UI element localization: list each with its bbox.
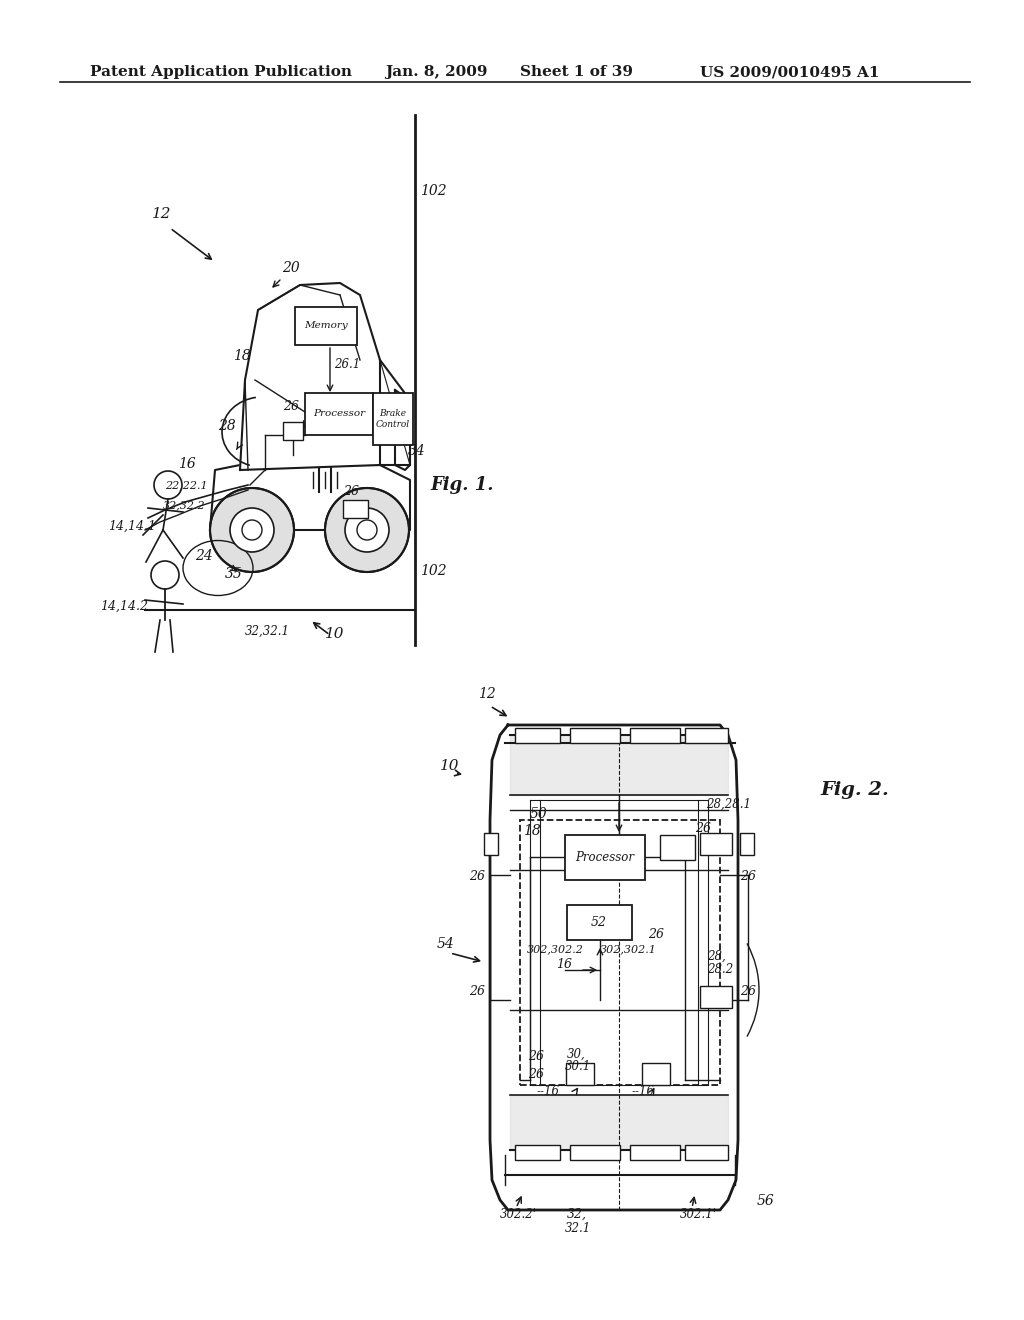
Text: 28,28.1: 28,28.1 — [706, 799, 751, 810]
Text: 18: 18 — [233, 348, 251, 363]
Text: 16: 16 — [178, 457, 196, 471]
Bar — [566, 1063, 594, 1085]
Polygon shape — [395, 389, 410, 470]
Text: 102: 102 — [420, 564, 446, 578]
Text: Fig. 1.: Fig. 1. — [430, 477, 494, 494]
Text: 50: 50 — [530, 807, 548, 821]
Text: 26: 26 — [469, 870, 485, 883]
Text: 35: 35 — [225, 568, 243, 581]
Text: 26.1: 26.1 — [334, 358, 360, 371]
Text: 32,32.2: 32,32.2 — [163, 500, 206, 510]
Bar — [515, 1144, 560, 1160]
Bar — [515, 729, 560, 743]
Text: 10: 10 — [440, 759, 460, 774]
Polygon shape — [510, 735, 728, 795]
Bar — [570, 729, 620, 743]
Circle shape — [230, 508, 274, 552]
Text: 28.2: 28.2 — [707, 964, 733, 975]
Text: Memory: Memory — [304, 322, 348, 330]
Bar — [567, 906, 632, 940]
Text: 26: 26 — [695, 822, 711, 836]
Polygon shape — [240, 282, 380, 470]
Text: 102: 102 — [420, 183, 446, 198]
Bar — [700, 833, 732, 855]
Text: 302.1': 302.1' — [680, 1208, 717, 1221]
Text: 302,302.2: 302,302.2 — [527, 944, 584, 954]
Circle shape — [242, 520, 262, 540]
Text: 26: 26 — [528, 1049, 544, 1063]
Text: 26: 26 — [740, 985, 756, 998]
Text: 24: 24 — [195, 549, 213, 564]
Text: 14,14.2: 14,14.2 — [100, 601, 148, 612]
Text: --16: --16 — [537, 1085, 560, 1098]
Bar — [630, 1144, 680, 1160]
Bar — [343, 500, 368, 517]
Text: 32.1: 32.1 — [565, 1222, 591, 1236]
Text: 26: 26 — [469, 985, 485, 998]
Bar — [642, 1063, 670, 1085]
Text: 32,32.1: 32,32.1 — [245, 624, 290, 638]
Polygon shape — [490, 725, 738, 1210]
Text: 56: 56 — [757, 1195, 775, 1208]
Circle shape — [325, 488, 409, 572]
Bar — [565, 836, 645, 880]
Text: Patent Application Publication: Patent Application Publication — [90, 65, 352, 79]
Bar — [295, 308, 357, 345]
Text: Jan. 8, 2009: Jan. 8, 2009 — [385, 65, 487, 79]
Text: --16: --16 — [632, 1085, 655, 1098]
Text: 28,: 28, — [707, 950, 726, 964]
Text: 28: 28 — [218, 418, 236, 433]
Bar — [660, 836, 695, 861]
Text: 18: 18 — [523, 824, 541, 838]
Text: 26: 26 — [740, 870, 756, 883]
Text: 32,: 32, — [567, 1208, 587, 1221]
Circle shape — [345, 508, 389, 552]
Text: Brake
Control: Brake Control — [376, 409, 410, 429]
Bar — [570, 1144, 620, 1160]
Bar — [685, 1144, 728, 1160]
Text: 20: 20 — [282, 261, 300, 275]
Bar — [520, 820, 720, 1085]
Circle shape — [210, 488, 294, 572]
Text: 30.1: 30.1 — [565, 1060, 591, 1073]
Bar — [685, 729, 728, 743]
Bar — [740, 833, 754, 855]
Text: 30,: 30, — [567, 1048, 586, 1061]
Text: 12: 12 — [152, 207, 171, 220]
Text: Sheet 1 of 39: Sheet 1 of 39 — [520, 65, 633, 79]
Text: US 2009/0010495 A1: US 2009/0010495 A1 — [700, 65, 880, 79]
Text: 54: 54 — [437, 937, 455, 950]
Text: 34: 34 — [408, 444, 426, 458]
Bar — [305, 393, 373, 436]
Polygon shape — [510, 1096, 728, 1150]
Text: 302,302.1: 302,302.1 — [600, 944, 656, 954]
Text: Processor: Processor — [575, 851, 635, 865]
Text: 26: 26 — [648, 928, 664, 941]
Bar — [630, 729, 680, 743]
Bar — [484, 833, 498, 855]
Text: 26: 26 — [528, 1068, 544, 1081]
Text: 26: 26 — [343, 484, 359, 498]
Text: 12: 12 — [478, 686, 496, 701]
Bar — [373, 393, 413, 445]
Text: 16: 16 — [556, 958, 572, 972]
Text: 26: 26 — [283, 400, 299, 413]
Text: 22,22.1: 22,22.1 — [165, 480, 208, 490]
Text: 52: 52 — [591, 916, 607, 928]
Polygon shape — [210, 465, 410, 531]
Text: Fig. 2.: Fig. 2. — [820, 781, 889, 799]
Text: 302.2': 302.2' — [500, 1208, 537, 1221]
Bar — [283, 422, 303, 440]
Text: 14,14.1: 14,14.1 — [108, 520, 156, 533]
Bar — [700, 986, 732, 1008]
Text: Processor: Processor — [313, 409, 366, 418]
Circle shape — [357, 520, 377, 540]
Text: 10: 10 — [325, 627, 344, 642]
